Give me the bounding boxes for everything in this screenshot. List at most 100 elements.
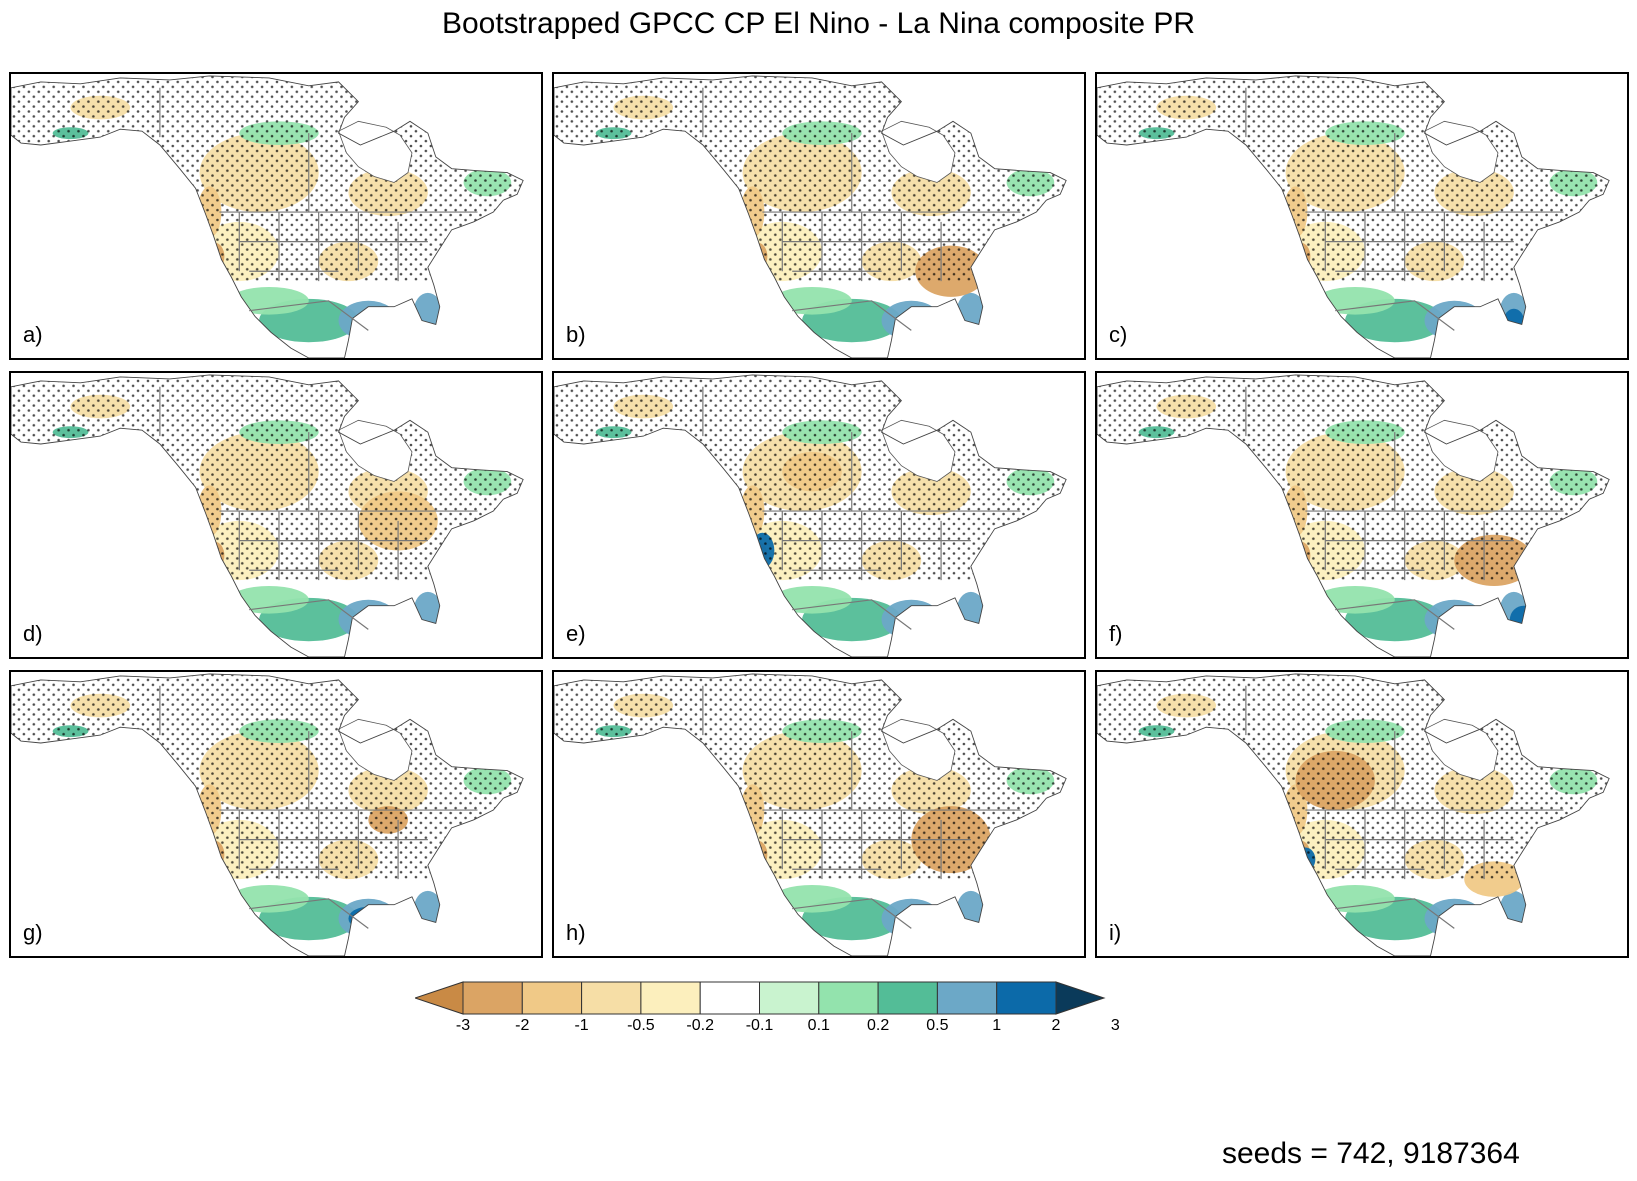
colorbar-bar	[413, 981, 1106, 1015]
anomaly-region	[1509, 605, 1538, 634]
colorbar-swatch	[640, 981, 701, 1015]
coastline	[554, 673, 1067, 956]
map-panel-c: c)	[1095, 72, 1629, 360]
map-g	[11, 673, 524, 956]
colorbar-tick-label: -0.2	[686, 1017, 714, 1034]
map-panel-b: b)	[552, 72, 1086, 360]
coastline	[1097, 374, 1610, 657]
precip-anomaly-field	[554, 374, 1067, 657]
political-boundaries	[702, 685, 1021, 929]
colorbar-tick-label: -3	[455, 1017, 471, 1034]
panel-label-i: i)	[1109, 920, 1122, 945]
anomaly-region	[1315, 287, 1395, 315]
colorbar-swatch	[521, 981, 583, 1015]
anomaly-region	[1226, 162, 1266, 183]
precip-anomaly-field	[11, 374, 524, 657]
anomaly-region	[683, 162, 723, 183]
political-boundaries	[159, 685, 478, 929]
coastline	[11, 673, 524, 956]
significance-stippling	[1097, 374, 1610, 581]
coastline	[11, 75, 524, 358]
map-c	[1097, 75, 1610, 358]
colorbar-over-triangle	[1055, 981, 1106, 1015]
colorbar-tick-labels: -3 -2 -1 -0.5 -0.2 -0.1 0.1 0.2 0.5 1 2 …	[415, 1016, 1215, 1040]
seeds-text: seeds = 742, 9187364	[1222, 1137, 1520, 1170]
colorbar-tick-label: 1	[992, 1017, 1002, 1034]
map-e	[554, 374, 1067, 657]
map-panel-e: e)	[552, 371, 1086, 659]
colorbar-swatch	[581, 981, 642, 1015]
significance-stippling	[11, 673, 524, 880]
anomaly-region	[772, 287, 852, 315]
anomaly-region	[683, 760, 723, 781]
colorbar-under-triangle	[413, 981, 464, 1015]
anomaly-region	[1315, 586, 1395, 614]
hudson-bay	[338, 120, 413, 183]
colorbar-swatch	[936, 981, 998, 1015]
political-boundaries	[1245, 87, 1564, 331]
coastline	[1097, 75, 1610, 358]
precip-anomaly-field	[1097, 374, 1610, 657]
anomaly-region	[772, 586, 852, 614]
panel-label-e: e)	[566, 621, 586, 646]
map-panel-a: a)	[9, 72, 543, 360]
map-panel-h: h)	[552, 670, 1086, 958]
colorbar-swatch	[759, 981, 820, 1015]
panel-grid: a) b) c) d) e) f) g) h) i)	[9, 72, 1629, 958]
precip-anomaly-field	[554, 75, 1067, 358]
anomaly-region	[140, 162, 180, 183]
significance-stippling	[1097, 673, 1610, 880]
coastline	[1097, 673, 1610, 956]
colorbar-swatch	[462, 981, 523, 1015]
significance-stippling	[554, 374, 1067, 581]
significance-stippling	[554, 75, 1067, 282]
anomaly-region	[772, 885, 852, 913]
map-panel-d: d)	[9, 371, 543, 659]
colorbar-tick-label: 0.1	[807, 1017, 830, 1034]
significance-stippling	[554, 673, 1067, 880]
anomaly-region	[1519, 241, 1568, 301]
hudson-bay	[1424, 120, 1499, 183]
significance-stippling	[11, 75, 524, 282]
precip-anomaly-field	[11, 75, 524, 358]
anomaly-region	[229, 586, 309, 614]
hudson-bay	[338, 419, 413, 482]
map-panel-g: g)	[9, 670, 543, 958]
anomaly-region	[140, 760, 180, 781]
panel-label-g: g)	[23, 920, 43, 945]
colorbar-tick-label: 0.5	[926, 1017, 949, 1034]
panel-label-c: c)	[1109, 322, 1128, 347]
political-boundaries	[702, 386, 1021, 630]
precip-anomaly-field	[11, 673, 524, 956]
hudson-bay	[881, 120, 956, 183]
panel-label-h: h)	[566, 920, 586, 945]
colorbar-swatch	[877, 981, 938, 1015]
map-d	[11, 374, 524, 657]
panel-label-b: b)	[566, 322, 586, 347]
colorbar-swatch	[996, 981, 1057, 1015]
hudson-bay	[881, 419, 956, 482]
hudson-bay	[338, 718, 413, 781]
panel-label-d: d)	[23, 621, 43, 646]
map-a	[11, 75, 524, 358]
map-panel-f: f)	[1095, 371, 1629, 659]
anomaly-region	[229, 287, 309, 315]
coastline	[554, 75, 1067, 358]
panel-label-f: f)	[1109, 621, 1123, 646]
colorbar: -3 -2 -1 -0.5 -0.2 -0.1 0.1 0.2 0.5 1 2 …	[413, 980, 1215, 1034]
map-b	[554, 75, 1067, 358]
coastline	[11, 374, 524, 657]
map-panel-i: i)	[1095, 670, 1629, 958]
anomaly-region	[229, 885, 309, 913]
anomaly-region	[1226, 461, 1266, 482]
anomaly-region	[683, 461, 723, 482]
colorbar-tick-label: -2	[515, 1017, 530, 1034]
colorbar-tick-label: 3	[1110, 1017, 1120, 1034]
colorbar-swatch	[818, 981, 879, 1015]
colorbar-tick-label: -0.1	[745, 1017, 774, 1034]
precip-anomaly-field	[1097, 673, 1610, 956]
political-boundaries	[159, 386, 478, 630]
hudson-bay	[1424, 718, 1499, 781]
political-boundaries	[159, 87, 478, 331]
hudson-bay	[1424, 419, 1499, 482]
